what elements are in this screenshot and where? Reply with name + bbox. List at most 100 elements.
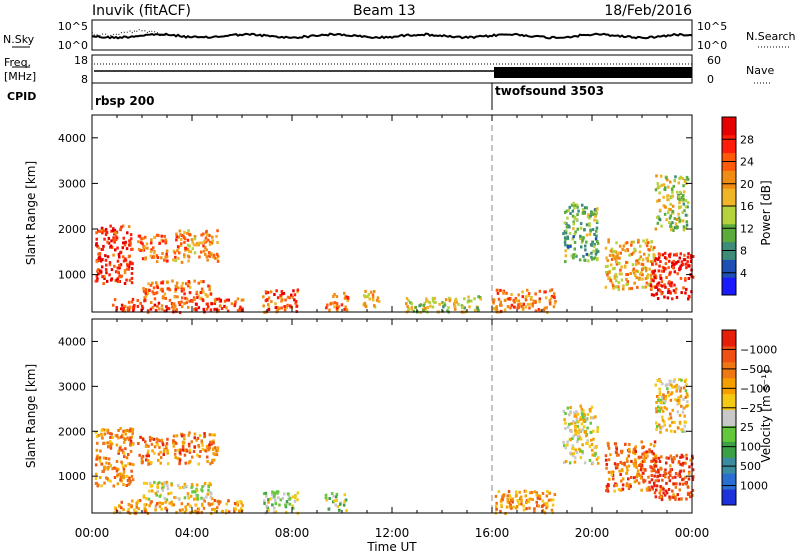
range-gate-cell [635, 269, 638, 273]
range-gate-cell [205, 444, 209, 448]
range-gate-cell [161, 296, 165, 300]
range-gate-cell [468, 305, 471, 309]
range-gate-cell [669, 412, 672, 416]
range-gate-cell [585, 252, 589, 256]
range-gate-cell [573, 411, 576, 415]
range-gate-cell [572, 434, 575, 438]
range-gate-cell [680, 455, 684, 459]
range-gate-cell [128, 481, 132, 485]
range-gate-cell [155, 281, 158, 285]
range-gate-cell [651, 262, 654, 266]
range-gate-cell [685, 457, 688, 461]
range-gate-cell [648, 267, 651, 271]
range-gate-cell [189, 250, 193, 254]
range-gate-cell [686, 493, 690, 496]
range-gate-cell [621, 462, 624, 465]
range-gate-cell [122, 307, 125, 310]
range-gate-cell [519, 495, 523, 499]
range-gate-cell [636, 469, 640, 473]
range-gate-cell [669, 474, 672, 477]
range-gate-cell [566, 216, 569, 220]
range-gate-cell [220, 307, 224, 310]
range-gate-cell [174, 496, 178, 500]
range-gate-cell [151, 449, 154, 453]
range-gate-cell [566, 440, 569, 444]
range-gate-cell [208, 234, 211, 238]
range-gate-cell [223, 304, 226, 308]
range-gate-cell [541, 492, 545, 495]
range-gate-cell [126, 436, 129, 440]
range-gate-cell [619, 488, 622, 492]
range-gate-cell [96, 269, 99, 273]
range-gate-cell [679, 394, 683, 398]
range-gate-cell [564, 254, 568, 258]
range-gate-cell [521, 306, 525, 310]
range-gate-cell [641, 285, 645, 289]
range-gate-cell [431, 305, 435, 309]
range-gate-cell [123, 440, 126, 444]
range-gate-cell [129, 443, 132, 447]
range-gate-cell [649, 281, 652, 285]
range-gate-cell [591, 416, 594, 420]
range-gate-cell [581, 450, 584, 454]
range-gate-cell [655, 484, 659, 488]
range-gate-cell [620, 278, 624, 282]
range-gate-cell [619, 460, 622, 464]
range-gate-cell [654, 462, 657, 466]
range-gate-cell [127, 300, 131, 304]
station-title: Inuvik (fitACF) [92, 3, 191, 19]
range-gate-cell [174, 259, 178, 263]
range-gate-cell [669, 464, 672, 468]
range-gate-cell [140, 456, 144, 460]
range-gate-cell [586, 439, 589, 443]
range-gate-cell [270, 300, 273, 304]
range-gate-cell [658, 491, 661, 495]
range-gate-cell [195, 489, 199, 493]
range-gate-cell [620, 468, 624, 471]
range-gate-cell [178, 229, 182, 233]
range-gate-cell [122, 236, 125, 240]
range-gate-cell [150, 461, 153, 464]
range-gate-cell [172, 441, 175, 445]
range-gate-cell [641, 466, 644, 470]
range-gate-cell [612, 477, 615, 481]
range-gate-cell [238, 509, 241, 513]
colorbar-tick-label: −500 [740, 363, 770, 376]
range-gate-cell [212, 441, 215, 445]
range-gate-cell [669, 398, 673, 402]
range-gate-cell [100, 428, 103, 432]
range-gate-cell [569, 410, 572, 414]
range-gate-cell [103, 467, 106, 471]
range-gate-cell [573, 421, 577, 425]
range-gate-cell [590, 251, 593, 255]
range-gate-cell [691, 468, 695, 472]
range-gate-cell [194, 243, 198, 247]
range-gate-cell [175, 510, 178, 514]
range-gate-cell [101, 247, 105, 251]
range-gate-cell [122, 259, 126, 263]
range-gate-cell [642, 239, 645, 243]
range-gate-cell [520, 499, 523, 503]
range-gate-cell [283, 308, 287, 312]
range-gate-cell [129, 462, 132, 466]
range-gate-cell [680, 263, 683, 267]
range-gate-cell [663, 188, 667, 191]
range-gate-cell [584, 430, 587, 433]
range-gate-cell [151, 290, 154, 294]
range-gate-cell [662, 204, 665, 208]
colorbar-segment [722, 259, 736, 278]
range-gate-cell [684, 481, 687, 485]
range-gate-cell [105, 428, 108, 432]
range-gate-cell [642, 471, 645, 475]
range-gate-cell [187, 229, 190, 233]
range-gate-cell [500, 505, 503, 509]
range-gate-cell [666, 178, 669, 182]
range-gate-cell [619, 251, 622, 255]
range-gate-cell [671, 263, 675, 266]
range-gate-cell [679, 205, 683, 209]
range-gate-cell [166, 484, 169, 488]
range-gate-cell [664, 489, 668, 493]
range-gate-cell [677, 195, 681, 199]
range-gate-cell [564, 412, 567, 415]
range-gate-cell [563, 418, 566, 422]
